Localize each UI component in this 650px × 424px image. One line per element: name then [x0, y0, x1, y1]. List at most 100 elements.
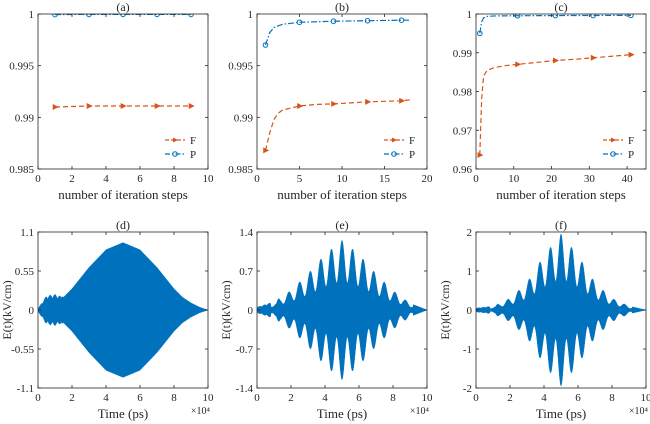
data-point-p [364, 17, 371, 24]
x-tick-label: 8 [171, 173, 177, 185]
panel-d: (d) ×10⁴ 0 2 4 6 8 10 -1.1 -0.55 0 0.55 1.1 Time (ps)… [0, 218, 214, 421]
y-tick-label: 0.7 [239, 266, 253, 278]
y-tick-label: 0 [467, 305, 473, 317]
data-point-f [297, 102, 304, 109]
data-point-f [331, 100, 338, 107]
x-axis-label: Time (ps) [317, 406, 367, 421]
data-point-p [52, 14, 58, 18]
plot-area [262, 17, 411, 154]
legend-label: P [628, 149, 634, 161]
legend-label: F [628, 135, 634, 147]
y-tick-label: 1 [467, 266, 473, 278]
series-line-f [264, 99, 411, 151]
x-tick-label: 10 [508, 173, 520, 185]
y-tick-label: 1 [467, 9, 473, 21]
plot-area [38, 242, 208, 378]
x-tick-label: 2 [69, 392, 75, 404]
y-tick-label: 1.4 [239, 227, 253, 239]
y-tick-label: 0 [248, 305, 254, 317]
plot-area [52, 14, 195, 110]
x-tick-label: 30 [584, 173, 596, 185]
y-tick-label: 0.97 [453, 125, 473, 137]
panel-title: (e) [335, 218, 348, 232]
x-tick-label: 6 [356, 392, 362, 404]
x-tick-label: 10 [337, 173, 349, 185]
x-tick-label: 0 [35, 173, 41, 185]
legend-marker-p [172, 151, 178, 157]
data-point-f [553, 57, 560, 64]
y-tick-label: 1 [248, 9, 254, 21]
x-tick-label: 0 [254, 392, 260, 404]
x-tick-label: 4 [541, 392, 547, 404]
field-envelope [257, 239, 427, 381]
x-tick-label: 8 [609, 392, 615, 404]
x-tick-label: 8 [390, 392, 396, 404]
y-tick-label: 0.995 [228, 61, 253, 73]
legend-marker-f [611, 137, 616, 143]
legend-marker-f [392, 137, 397, 143]
panel-title: (a) [116, 0, 129, 14]
x-tick-label: 10 [422, 392, 434, 404]
x-axis-label: Time (ps) [98, 406, 148, 421]
y-tick-label: 2 [467, 227, 473, 239]
y-tick-label: -1.4 [236, 383, 254, 395]
data-point-f [515, 61, 522, 68]
data-point-p [154, 14, 160, 18]
y-axis-label: E(t)(kV/cm) [0, 280, 14, 339]
panel-title: (d) [116, 218, 130, 232]
x-tick-label: 2 [69, 173, 75, 185]
data-point-p [120, 14, 126, 18]
x-tick-label: 6 [137, 173, 143, 185]
data-point-p [628, 14, 634, 19]
x-exponent-label: ×10⁴ [410, 406, 430, 417]
panel-title: (b) [335, 0, 349, 14]
data-point-f [86, 102, 93, 109]
x-exponent-label: ×10⁴ [191, 406, 211, 417]
legend-marker-p [610, 151, 616, 157]
y-tick-label: -1 [463, 344, 472, 356]
y-tick-label: 0.995 [9, 61, 34, 73]
data-point-f [477, 152, 484, 159]
plot-area [476, 14, 635, 159]
axes-box [37, 13, 209, 170]
data-point-p [188, 14, 194, 18]
y-tick-label: 0.98 [453, 87, 473, 99]
y-tick-label: -0.7 [236, 344, 254, 356]
data-point-p [590, 14, 596, 19]
field-envelope [38, 242, 208, 378]
x-tick-label: 6 [137, 392, 143, 404]
x-tick-label: 10 [203, 173, 215, 185]
data-point-p [514, 14, 521, 19]
y-tick-label: 0.55 [15, 266, 35, 278]
panel-f: (f) ×10⁴ 0 2 4 6 8 10 -2 -1 0 1 2 Time (ps) E(t)(kV/cm… [438, 218, 650, 421]
x-tick-label: 6 [575, 392, 581, 404]
x-tick-label: 20 [422, 173, 434, 185]
plot-area [476, 233, 646, 387]
legend-label: P [409, 149, 415, 161]
data-point-f [590, 54, 597, 61]
y-tick-label: 0.985 [9, 164, 34, 176]
x-tick-label: 0 [473, 392, 479, 404]
series-line-p [264, 19, 410, 46]
panel-b: (b) 0 5 10 15 20 0.985 0.99 0.995 1 number of iter… [228, 0, 433, 202]
x-tick-label: 15 [379, 173, 391, 185]
plot-area [257, 239, 427, 381]
series-line-p [479, 14, 631, 34]
data-point-p [552, 14, 559, 19]
x-tick-label: 4 [103, 392, 109, 404]
x-tick-label: 2 [288, 392, 294, 404]
data-point-p [296, 19, 303, 26]
x-tick-label: 8 [171, 392, 177, 404]
data-point-f [120, 102, 127, 109]
y-tick-label: 1 [29, 9, 35, 21]
x-tick-label: 0 [254, 173, 260, 185]
data-point-f [365, 98, 372, 105]
legend-box [381, 131, 423, 164]
x-tick-label: 5 [297, 173, 303, 185]
y-tick-label: 0.985 [228, 164, 253, 176]
panel-c: (c) 0 10 20 30 40 0.96 0.97 0.98 0.99 1 number of i… [453, 0, 647, 202]
y-tick-label: -0.55 [11, 344, 34, 356]
legend-label: F [190, 135, 196, 147]
x-tick-label: 0 [473, 173, 479, 185]
